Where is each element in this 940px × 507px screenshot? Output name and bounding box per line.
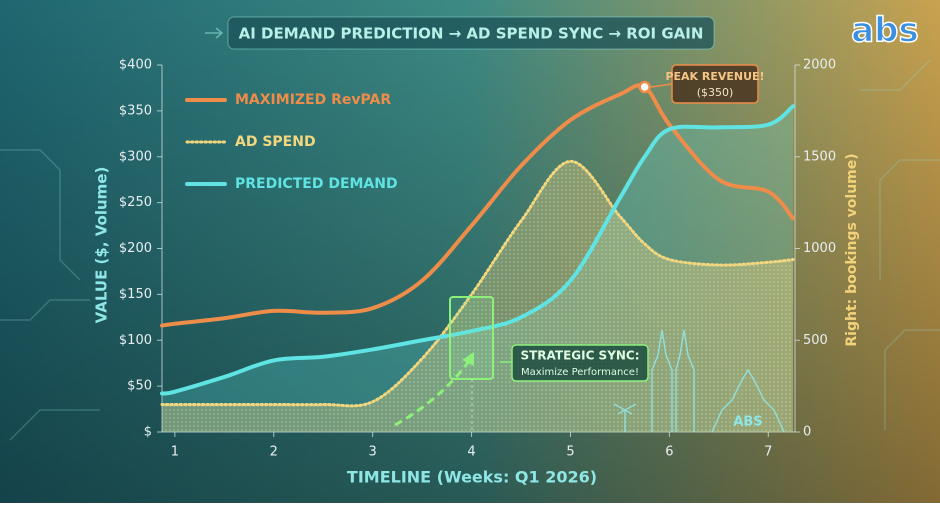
y-tick-label: $150 bbox=[119, 287, 152, 302]
y-tick-label: $300 bbox=[119, 149, 152, 164]
skyline-decor bbox=[613, 329, 785, 433]
y-tick-label: $50 bbox=[127, 379, 152, 394]
y2-tick-label: 500 bbox=[803, 333, 828, 348]
y2-tick-label: 2000 bbox=[803, 58, 836, 73]
peak-point bbox=[638, 80, 651, 94]
annotation-text: ($350) bbox=[697, 86, 734, 99]
legend-label: PREDICTED DEMAND bbox=[235, 176, 398, 192]
annotation-title: PEAK REVENUE! bbox=[665, 70, 764, 83]
x-tick-label: 1 bbox=[171, 445, 179, 460]
logo: abs bbox=[851, 11, 919, 51]
annotation-label: ABS bbox=[733, 415, 762, 430]
x-tick-label: 3 bbox=[369, 445, 377, 460]
x-tick-label: 4 bbox=[467, 445, 475, 460]
annotation-text: Maximize Performance! bbox=[521, 367, 639, 378]
peak-connector bbox=[650, 83, 673, 88]
peak-annotation: PEAK REVENUE! ($350) bbox=[665, 64, 765, 104]
y-axis-label: VALUE ($, Volume) bbox=[93, 167, 111, 324]
x-axis-label: TIMELINE (Weeks: Q1 2026) bbox=[347, 468, 597, 487]
series-line bbox=[160, 83, 796, 328]
header: AI DEMAND PREDICTION → AD SPEND SYNC → R… bbox=[205, 16, 715, 50]
x-tick-label: 7 bbox=[764, 445, 772, 460]
x-tick-label: 2 bbox=[270, 445, 278, 460]
x-tick-label: 6 bbox=[665, 445, 673, 460]
y-tick-label: $250 bbox=[119, 195, 152, 210]
x-tick-label: 5 bbox=[566, 445, 574, 460]
legend-label: AD SPEND bbox=[235, 134, 316, 150]
annotation-title: STRATEGIC SYNC: bbox=[520, 349, 639, 363]
y-tick-label: $100 bbox=[119, 333, 152, 348]
y2-tick-label: 1000 bbox=[803, 241, 836, 256]
series-line bbox=[160, 104, 796, 396]
header-title: AI DEMAND PREDICTION → AD SPEND SYNC → R… bbox=[239, 25, 704, 43]
y-tick-label: $350 bbox=[119, 103, 152, 118]
y-tick-label: $400 bbox=[119, 58, 152, 73]
y2-axis-label: Right: bookings volume) bbox=[844, 153, 860, 346]
y-tick-label: $ bbox=[144, 425, 152, 440]
series-line bbox=[160, 159, 795, 408]
sync-annotation: STRATEGIC SYNC: Maximize Performance! bbox=[394, 296, 649, 432]
y2-tick-label: 1500 bbox=[803, 149, 836, 164]
y2-tick-label: 0 bbox=[803, 425, 811, 440]
circuit-decor bbox=[0, 59, 940, 441]
y-tick-label: $200 bbox=[119, 241, 152, 256]
legend-label: MAXIMIZED RevPAR bbox=[235, 92, 391, 108]
